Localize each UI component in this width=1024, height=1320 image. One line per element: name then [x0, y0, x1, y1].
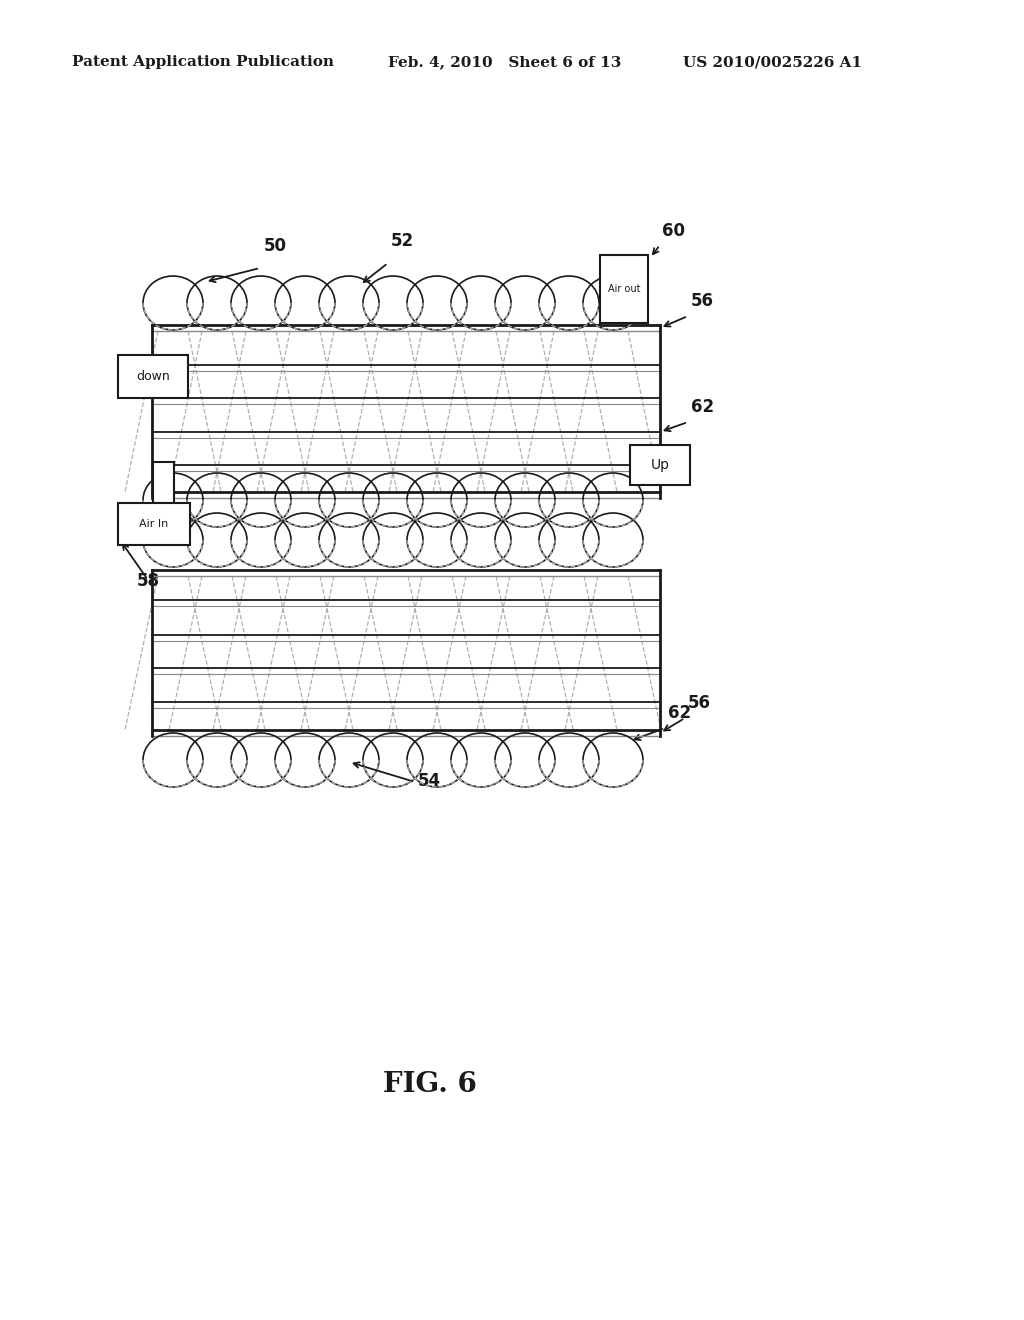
- Text: 56: 56: [688, 694, 711, 711]
- Bar: [630, 445, 690, 484]
- Text: US 2010/0025226 A1: US 2010/0025226 A1: [683, 55, 862, 69]
- Text: 62: 62: [691, 399, 714, 416]
- Bar: [600, 255, 648, 323]
- Text: 54: 54: [418, 772, 441, 789]
- Bar: [118, 355, 188, 399]
- Text: FIG. 6: FIG. 6: [383, 1072, 477, 1098]
- Text: Up: Up: [650, 458, 670, 473]
- Text: down: down: [136, 370, 170, 383]
- Text: Patent Application Publication: Patent Application Publication: [72, 55, 334, 69]
- Bar: [153, 462, 174, 503]
- Bar: [118, 503, 190, 545]
- Text: 60: 60: [662, 222, 685, 240]
- Text: Air out: Air out: [608, 284, 640, 294]
- Text: 58: 58: [137, 572, 160, 590]
- Text: 62: 62: [668, 704, 691, 722]
- Text: Feb. 4, 2010   Sheet 6 of 13: Feb. 4, 2010 Sheet 6 of 13: [388, 55, 622, 69]
- Text: Air In: Air In: [139, 519, 169, 529]
- Text: 52: 52: [391, 232, 414, 249]
- Text: 56: 56: [691, 292, 714, 310]
- Text: 50: 50: [264, 238, 287, 255]
